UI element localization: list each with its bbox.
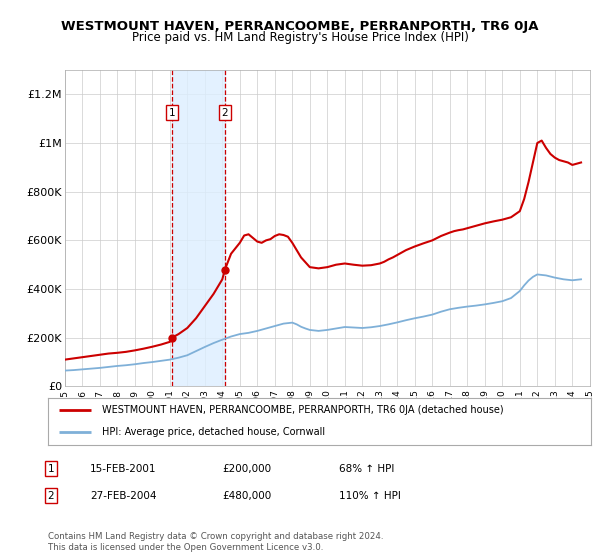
Text: 110% ↑ HPI: 110% ↑ HPI [339, 491, 401, 501]
Text: HPI: Average price, detached house, Cornwall: HPI: Average price, detached house, Corn… [103, 427, 325, 437]
Text: 2: 2 [47, 491, 55, 501]
Text: 15-FEB-2001: 15-FEB-2001 [90, 464, 157, 474]
Text: WESTMOUNT HAVEN, PERRANCOOMBE, PERRANPORTH, TR6 0JA: WESTMOUNT HAVEN, PERRANCOOMBE, PERRANPOR… [61, 20, 539, 32]
Text: Price paid vs. HM Land Registry's House Price Index (HPI): Price paid vs. HM Land Registry's House … [131, 31, 469, 44]
Bar [172, 70, 225, 386]
Text: WESTMOUNT HAVEN, PERRANCOOMBE, PERRANPORTH, TR6 0JA (detached house): WESTMOUNT HAVEN, PERRANCOOMBE, PERRANPOR… [103, 405, 504, 416]
Text: 27-FEB-2004: 27-FEB-2004 [90, 491, 157, 501]
Text: 68% ↑ HPI: 68% ↑ HPI [339, 464, 394, 474]
Text: Contains HM Land Registry data © Crown copyright and database right 2024.
This d: Contains HM Land Registry data © Crown c… [48, 532, 383, 552]
Text: 1: 1 [47, 464, 55, 474]
Text: 1: 1 [169, 108, 175, 118]
Text: £200,000: £200,000 [222, 464, 271, 474]
Text: £480,000: £480,000 [222, 491, 271, 501]
Text: 2: 2 [221, 108, 228, 118]
